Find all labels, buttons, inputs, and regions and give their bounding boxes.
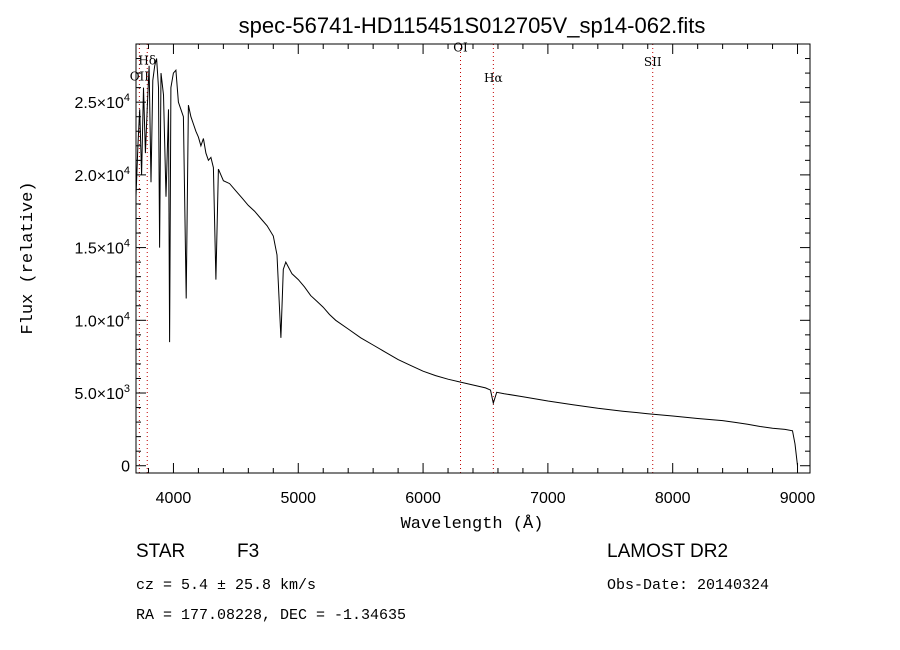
line-marker-label: SII <box>644 55 662 69</box>
object-subclass: F3 <box>237 541 259 562</box>
x-tick-label: 7000 <box>530 490 566 507</box>
line-marker-label: OI <box>453 40 468 54</box>
y-tick-label: 1.5×104 <box>74 238 130 258</box>
x-tick-label: 4000 <box>156 490 192 507</box>
chart-title: spec-56741-HD115451S012705V_sp14-062.fit… <box>239 13 706 38</box>
x-tick-label: 9000 <box>780 490 816 507</box>
y-tick-label: 1.0×104 <box>74 310 130 330</box>
line-marker-label: OII <box>130 69 150 83</box>
line-marker-label: Hα <box>484 71 503 85</box>
y-tick-label: 2.5×104 <box>74 92 130 112</box>
x-axis-label: Wavelength (Å) <box>401 515 544 534</box>
y-tick-label: 2.0×104 <box>74 165 130 185</box>
plot-frame <box>135 43 811 474</box>
y-axis: 0 5.0×103 1.0×104 1.5×104 2.0×104 2.5×104 <box>74 58 810 476</box>
x-tick-label: 8000 <box>655 490 691 507</box>
line-marker-label: Hδ <box>138 53 156 67</box>
survey-name: LAMOST DR2 <box>607 541 728 562</box>
plot-area: OII Hδ OI Hα SII 4000 5000 6000 7000 8000 9000 0 5… <box>74 40 815 507</box>
spectrum-info-footer: STAR F3 LAMOST DR2 cz = 5.4 ± 25.8 km/s … <box>136 541 769 624</box>
y-tick-label: 5.0×103 <box>74 383 130 403</box>
spectrum-line <box>135 58 798 466</box>
x-tick-label: 6000 <box>405 490 441 507</box>
y-tick-label: 0 <box>121 459 130 476</box>
x-tick-label: 5000 <box>280 490 316 507</box>
y-axis-label: Flux (relative) <box>19 181 38 334</box>
emission-line-markers: OII Hδ OI Hα SII <box>130 40 662 473</box>
object-class: STAR <box>136 541 185 562</box>
redshift-velocity: cz = 5.4 ± 25.8 km/s <box>136 577 316 594</box>
coordinates: RA = 177.08228, DEC = -1.34635 <box>136 607 406 624</box>
x-axis: 4000 5000 6000 7000 8000 9000 <box>147 44 816 507</box>
observation-date: Obs-Date: 20140324 <box>607 577 769 594</box>
